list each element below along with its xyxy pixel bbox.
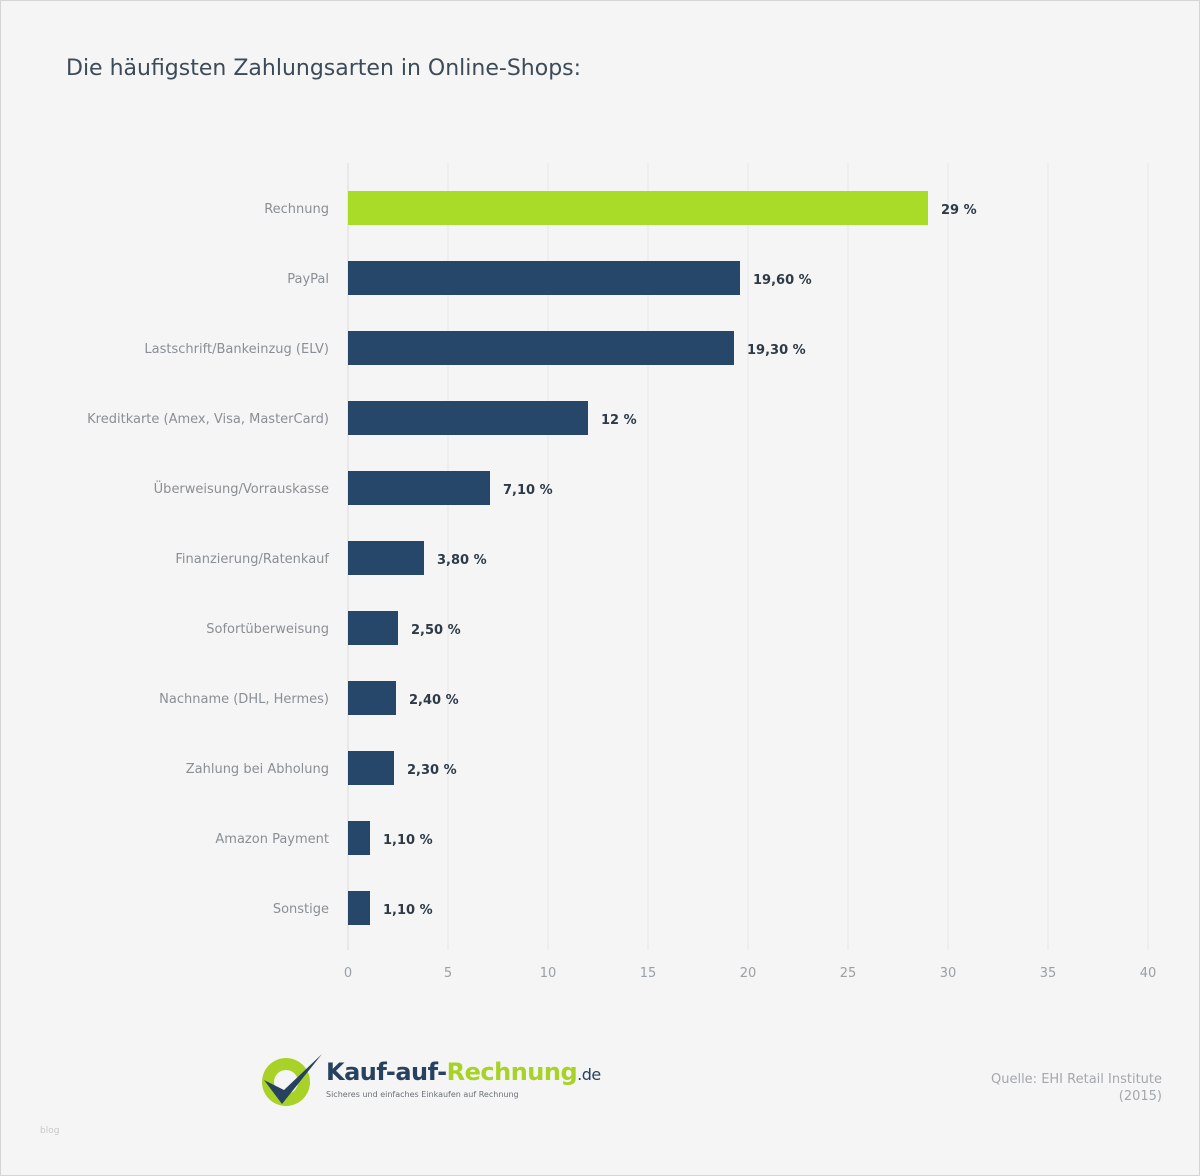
- bar: [348, 891, 370, 925]
- brand-name: Kauf-auf-Rechnung.de: [326, 1058, 601, 1086]
- x-tick-label: 10: [540, 966, 557, 981]
- x-tick-label: 15: [640, 966, 657, 981]
- x-tick-label: 0: [344, 966, 352, 981]
- bar: [348, 261, 740, 295]
- brand-part-a: Kauf-auf-: [326, 1058, 447, 1086]
- data-label: 29 %: [941, 203, 977, 218]
- data-label: 12 %: [601, 413, 637, 428]
- data-label: 1,10 %: [383, 833, 433, 848]
- data-label: 2,40 %: [409, 693, 459, 708]
- category-label: PayPal: [287, 272, 329, 287]
- data-label: 2,50 %: [411, 623, 461, 638]
- bar: [348, 331, 734, 365]
- checkmark-logo-icon: [262, 1054, 322, 1106]
- bar: [348, 471, 490, 505]
- category-label: Zahlung bei Abholung: [186, 762, 329, 777]
- category-label: Kreditkarte (Amex, Visa, MasterCard): [87, 412, 329, 427]
- bar-chart: 0 5 10 15 20 25 30 35 40 Rechnung 29 % PayPal 19,60 …: [87, 163, 1157, 981]
- x-tick-label: 25: [840, 966, 857, 981]
- category-label: Lastschrift/Bankeinzug (ELV): [144, 342, 329, 357]
- bar: [348, 401, 588, 435]
- chart-title: Die häufigsten Zahlungsarten in Online-S…: [66, 56, 582, 81]
- category-label: Sonstige: [273, 902, 329, 917]
- x-tick-label: 5: [444, 966, 452, 981]
- data-label: 3,80 %: [437, 553, 487, 568]
- bar: [348, 611, 398, 645]
- source-year: (2015): [1118, 1089, 1162, 1104]
- source-note: Quelle: EHI Retail Institute (2015): [991, 1071, 1162, 1105]
- watermark: blog: [40, 1126, 60, 1136]
- x-tick-label: 30: [940, 966, 957, 981]
- data-label: 19,60 %: [753, 273, 812, 288]
- source-line: Quelle: EHI Retail Institute: [990, 1072, 1162, 1087]
- data-label: 7,10 %: [503, 483, 553, 498]
- category-label: Rechnung: [264, 202, 329, 217]
- data-label: 1,10 %: [383, 903, 433, 918]
- bar: [348, 681, 396, 715]
- x-tick-label: 35: [1040, 966, 1057, 981]
- logo: Kauf-auf-Rechnung.de Sicheres und einfac…: [256, 1052, 601, 1112]
- brand-part-c: .de: [577, 1065, 601, 1084]
- x-tick-label: 20: [740, 966, 757, 981]
- data-label: 2,30 %: [407, 763, 457, 778]
- category-label: Sofortüberweisung: [206, 622, 329, 637]
- bar: [348, 821, 370, 855]
- brand-tagline: Sicheres und einfaches Einkaufen auf Rec…: [326, 1090, 519, 1099]
- bar: [348, 751, 394, 785]
- bar: [348, 191, 928, 225]
- bar: [348, 541, 424, 575]
- category-label: Überweisung/Vorrauskasse: [154, 480, 329, 497]
- x-tick-label: 40: [1140, 966, 1157, 981]
- brand-part-b: Rechnung: [446, 1058, 578, 1086]
- category-label: Nachname (DHL, Hermes): [159, 692, 329, 707]
- category-label: Amazon Payment: [215, 832, 329, 847]
- category-label: Finanzierung/Ratenkauf: [175, 552, 329, 567]
- data-label: 19,30 %: [747, 343, 806, 358]
